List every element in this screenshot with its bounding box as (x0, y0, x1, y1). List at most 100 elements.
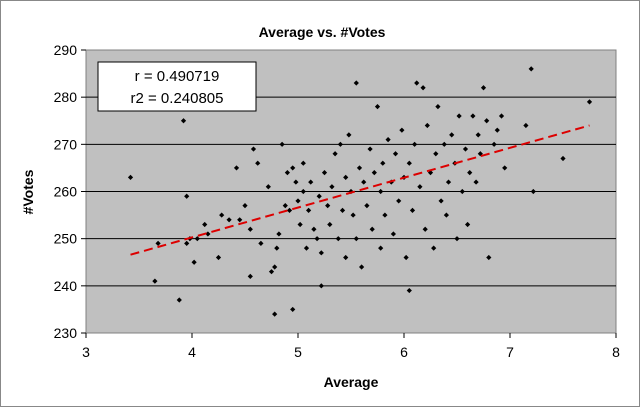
data-point (586, 99, 593, 105)
y-tick-label: 250 (54, 231, 78, 247)
data-point (459, 188, 465, 195)
data-point (350, 212, 356, 218)
data-point (443, 212, 449, 218)
data-point (346, 132, 352, 138)
y-tick-label: 230 (54, 325, 78, 341)
data-point (456, 113, 462, 119)
data-point (194, 236, 200, 242)
data-point (127, 174, 134, 180)
data-point (454, 236, 460, 242)
data-point (374, 104, 381, 110)
x-tick-label: 7 (506, 344, 514, 360)
data-point (465, 221, 471, 228)
y-axis: 230 240 250 260 270 280 290 (54, 42, 86, 341)
data-point (282, 203, 288, 209)
data-point (219, 212, 225, 218)
trendline (130, 124, 590, 256)
data-point (286, 207, 293, 213)
data-point (233, 165, 240, 171)
data-point (438, 198, 444, 204)
data-point (431, 245, 437, 251)
data-point (361, 179, 367, 185)
data-point (528, 66, 534, 72)
data-point (258, 240, 264, 246)
y-tick-label: 270 (54, 136, 78, 152)
data-point (367, 146, 373, 152)
data-point (498, 113, 505, 119)
data-point (396, 198, 402, 204)
data-point (433, 151, 439, 157)
data-point (176, 297, 182, 303)
data-point (272, 264, 278, 270)
data-point (202, 221, 208, 228)
data-point (308, 179, 314, 185)
data-point (325, 203, 331, 209)
data-point (441, 141, 447, 147)
data-point (390, 231, 396, 237)
data-point (184, 193, 190, 199)
data-point (284, 170, 290, 176)
data-points (127, 66, 593, 317)
data-point (412, 141, 418, 147)
data-point (268, 269, 275, 275)
chart-title: Average vs. #Votes (259, 24, 386, 40)
data-point (318, 283, 324, 289)
y-tick-label: 290 (54, 42, 78, 58)
data-point (486, 254, 492, 261)
data-point (155, 240, 161, 246)
data-point (191, 259, 197, 265)
data-point (279, 141, 285, 147)
data-point (502, 165, 508, 171)
data-point (306, 207, 312, 213)
data-point (414, 80, 420, 86)
data-point (353, 80, 359, 86)
data-point (371, 170, 377, 176)
data-point (359, 264, 365, 270)
x-tick-label: 4 (188, 344, 196, 360)
data-point (247, 226, 253, 232)
data-point (300, 188, 306, 195)
data-point (403, 254, 409, 261)
data-point (265, 184, 271, 190)
data-point (382, 212, 388, 218)
data-point (484, 118, 490, 124)
data-point (337, 141, 343, 147)
data-point (327, 221, 333, 228)
data-point (424, 122, 430, 129)
data-point (378, 188, 384, 195)
data-point (480, 85, 487, 91)
data-point (303, 245, 310, 251)
y-tick-label: 280 (54, 89, 78, 105)
x-axis: 3 4 5 6 7 8 (82, 333, 620, 360)
data-point (530, 188, 536, 195)
r-value-label: r = 0.490719 (135, 68, 220, 85)
data-point (274, 245, 280, 251)
data-point (311, 226, 317, 232)
data-point (467, 170, 473, 176)
data-point (523, 122, 529, 129)
data-point (417, 184, 423, 190)
data-point (491, 141, 497, 147)
data-point (329, 184, 335, 190)
data-point (462, 146, 469, 152)
data-point (300, 160, 306, 166)
data-point (237, 217, 243, 223)
data-point (470, 113, 476, 119)
data-point (290, 306, 296, 313)
data-point (445, 179, 452, 185)
x-tick-label: 8 (612, 344, 620, 360)
x-tick-label: 3 (82, 344, 90, 360)
data-point (297, 221, 303, 228)
data-point (494, 127, 500, 133)
data-point (399, 127, 405, 133)
data-point (293, 179, 299, 185)
data-point (242, 203, 248, 209)
data-point (250, 146, 257, 152)
data-point (314, 236, 320, 242)
data-point (369, 226, 375, 232)
data-point (205, 231, 211, 237)
data-point (321, 170, 328, 176)
data-point (449, 132, 455, 138)
data-point (560, 155, 566, 162)
